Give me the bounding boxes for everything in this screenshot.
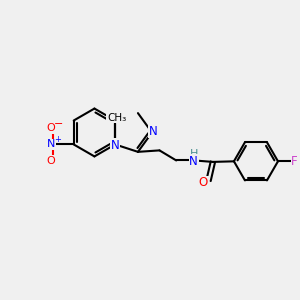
Text: N: N	[148, 125, 157, 138]
Text: H: H	[189, 149, 198, 159]
Text: N: N	[189, 154, 198, 167]
Text: N: N	[47, 140, 55, 149]
Text: O: O	[47, 123, 56, 133]
Text: O: O	[47, 156, 56, 166]
Text: −: −	[54, 118, 63, 128]
Text: +: +	[54, 135, 61, 144]
Text: O: O	[199, 176, 208, 189]
Text: N: N	[111, 139, 119, 152]
Text: CH₃: CH₃	[107, 113, 126, 123]
Text: F: F	[291, 155, 298, 168]
